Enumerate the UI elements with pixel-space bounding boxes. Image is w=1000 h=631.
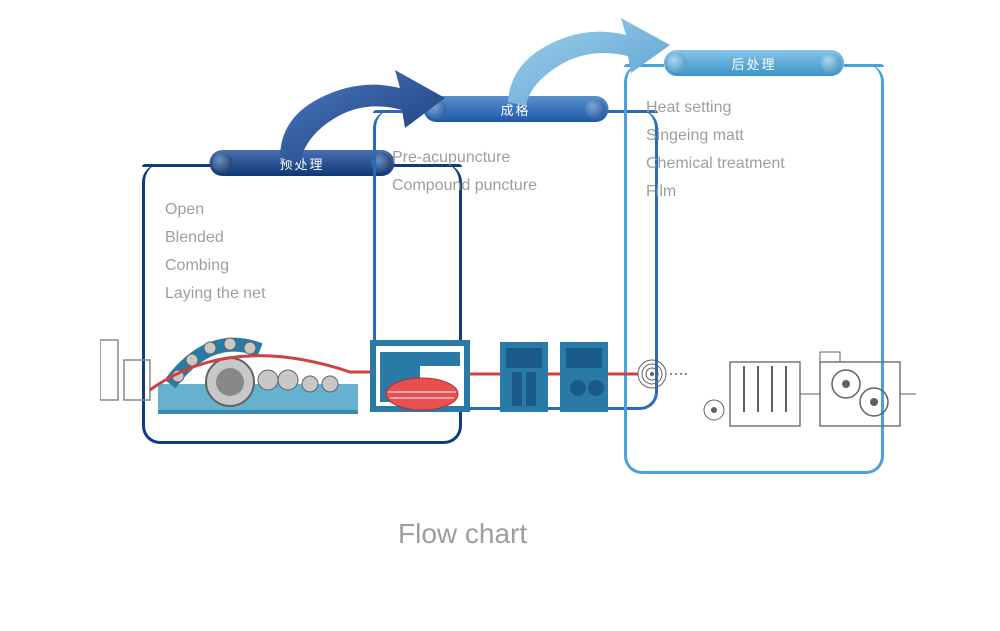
stage-3-header: 后处理 <box>664 50 844 76</box>
stage-3-item: Chemical treatment <box>646 150 785 178</box>
stage-3-top-right <box>844 64 884 67</box>
stage-1-top-left <box>142 164 210 167</box>
stage-3-items: Heat setting Singeing matt Chemical trea… <box>646 94 785 206</box>
flow-arrow-1 <box>270 58 450 168</box>
diagram-title: Flow chart <box>398 518 527 550</box>
stage-3-header-label: 后处理 <box>731 54 776 73</box>
header-cap-right <box>821 53 841 73</box>
stage-1-item: Laying the net <box>165 280 266 308</box>
stage-1-item: Open <box>165 196 266 224</box>
stage-2-item: Compound puncture <box>392 172 537 200</box>
machinery-illustration <box>100 312 920 472</box>
stage-1-item: Combing <box>165 252 266 280</box>
header-cap-left <box>213 153 233 173</box>
stage-1-items: Open Blended Combing Laying the net <box>165 196 266 308</box>
stage-3-item: Film <box>646 178 785 206</box>
flow-arrow-2 <box>498 10 678 110</box>
stage-1-item: Blended <box>165 224 266 252</box>
stage-3-item: Singeing matt <box>646 122 785 150</box>
